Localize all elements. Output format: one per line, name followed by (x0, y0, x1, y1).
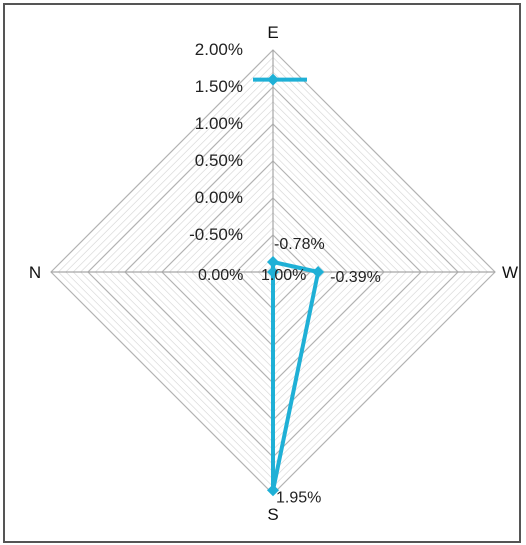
data-label: 0.00% (198, 267, 243, 284)
series-marker (267, 484, 279, 497)
tick-label: 1.00% (195, 114, 243, 133)
data-label: 1.95% (276, 489, 321, 506)
category-label-E: E (267, 23, 278, 42)
data-label: -0.39% (330, 269, 381, 286)
data-label: 1.00% (261, 267, 306, 284)
data-labels: -0.78% -0.39% 1.95% 0.00% 1.00% (198, 236, 381, 506)
series-marker (267, 266, 279, 278)
category-label-N: N (29, 263, 41, 282)
category-labels: E W S N (29, 23, 518, 524)
series-marker (312, 266, 325, 278)
tick-label: 0.50% (195, 151, 243, 170)
category-label-W: W (502, 263, 518, 282)
tick-label: -0.50% (189, 225, 243, 244)
chart-frame: -0.50% 0.00% 0.50% 1.00% 1.50% 2.00% E W S N -0.… (3, 3, 521, 543)
data-label: -0.78% (274, 236, 325, 253)
tick-label: 2.00% (195, 40, 243, 59)
series-marker (267, 73, 279, 86)
radial-tick-labels: -0.50% 0.00% 0.50% 1.00% 1.50% 2.00% (189, 40, 243, 244)
tick-label: 0.00% (195, 188, 243, 207)
radar-chart: -0.50% 0.00% 0.50% 1.00% 1.50% 2.00% E W S N -0.… (29, 23, 518, 524)
series-layer (253, 73, 325, 497)
category-label-S: S (267, 505, 278, 524)
series-marker (267, 256, 279, 268)
tick-label: 1.50% (195, 77, 243, 96)
